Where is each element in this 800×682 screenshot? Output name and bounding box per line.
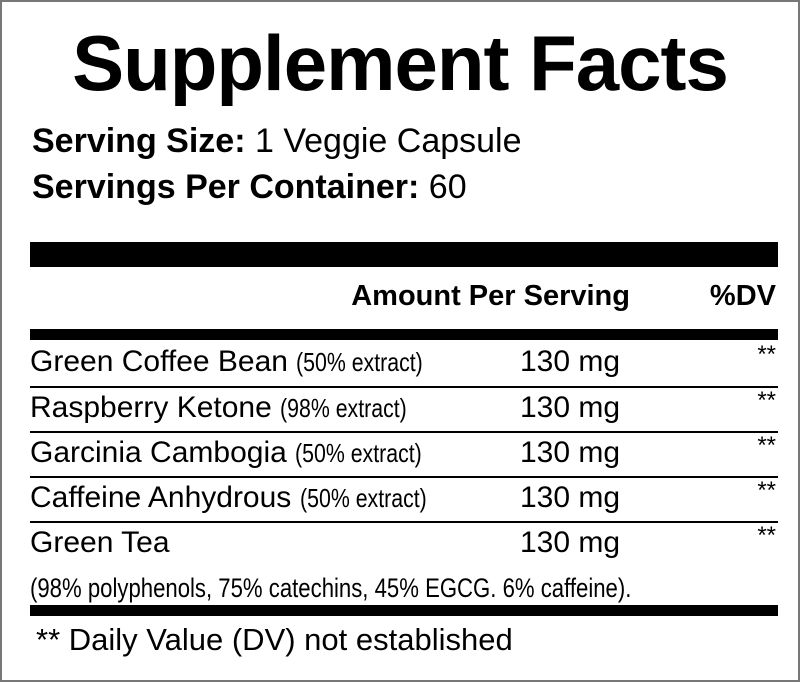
ingredient-extract: (50% extract) xyxy=(295,438,422,468)
ingredient-extract: (50% extract) xyxy=(299,483,427,513)
ingredient-amount: 130 mg xyxy=(520,481,621,514)
ingredient-name: Raspberry Ketone xyxy=(30,391,272,424)
serving-size: Serving Size: 1 Veggie Capsule xyxy=(32,122,522,161)
ingredient-dv: ** xyxy=(757,477,776,504)
footer-divider xyxy=(30,605,778,616)
ingredient-extract: (50% extract) xyxy=(296,347,424,377)
thick-divider xyxy=(30,242,778,267)
servings-per-container-value: 60 xyxy=(428,168,467,206)
ingredient-dv: ** xyxy=(757,341,776,368)
serving-size-value: 1 Veggie Capsule xyxy=(254,122,522,160)
dv-header: %DV xyxy=(709,280,776,312)
amount-per-serving-header: Amount Per Serving xyxy=(351,280,630,312)
ingredient-name: Green Coffee Bean xyxy=(30,345,288,378)
label-title: Supplement Facts xyxy=(72,19,729,107)
servings-per-container-label: Servings Per Container: xyxy=(32,168,420,206)
ingredient-name: Garcinia Cambogia xyxy=(30,436,287,469)
ingredient-name: Green Tea xyxy=(30,526,170,559)
ingredient-amount: 130 mg xyxy=(520,526,621,559)
ingredient-row: Garcinia Cambogia (50% extract) 130 mg *… xyxy=(30,432,778,477)
row-divider xyxy=(30,431,778,433)
ingredient-dv: ** xyxy=(757,387,776,414)
ingredient-name: Caffeine Anhydrous xyxy=(30,481,292,514)
serving-size-label: Serving Size: xyxy=(32,122,246,160)
ingredient-dv: ** xyxy=(757,522,776,549)
ingredient-amount: 130 mg xyxy=(520,436,621,469)
ingredient-row: Caffeine Anhydrous (50% extract) 130 mg … xyxy=(30,477,778,522)
servings-per-container: Servings Per Container: 60 xyxy=(32,168,467,207)
ingredient-amount: 130 mg xyxy=(520,345,621,378)
header-divider xyxy=(30,329,778,340)
ingredient-row: Raspberry Ketone (98% extract) 130 mg ** xyxy=(30,387,778,432)
row-divider xyxy=(30,476,778,478)
ingredient-row: Green Coffee Bean (50% extract) 130 mg *… xyxy=(30,341,778,386)
row-divider xyxy=(30,386,778,388)
ingredient-amount: 130 mg xyxy=(520,391,621,424)
green-tea-note: (98% polyphenols, 75% catechins, 45% EGC… xyxy=(30,573,632,603)
ingredient-dv: ** xyxy=(757,432,776,459)
row-divider xyxy=(30,521,778,523)
footnote: ** Daily Value (DV) not established xyxy=(36,622,513,657)
ingredient-extract: (98% extract) xyxy=(280,393,407,423)
ingredient-row: Green Tea 130 mg ** xyxy=(30,522,778,567)
